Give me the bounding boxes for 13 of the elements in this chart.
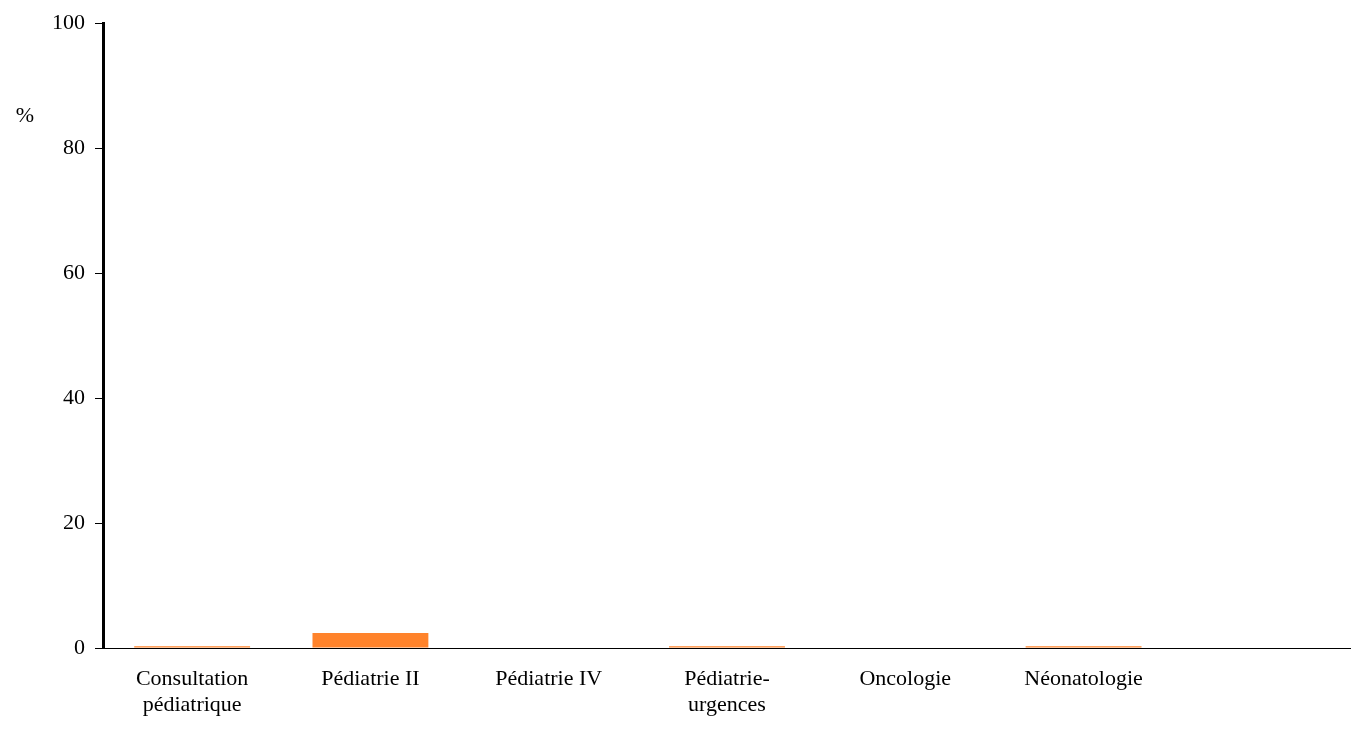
x-tick-label: Néonatologie <box>1024 664 1143 690</box>
y-tick-label: 20 <box>63 508 85 534</box>
x-tick-label: Consultation pédiatrique <box>135 664 249 717</box>
x-tick-label: Pédiatrie- urgences <box>684 664 770 717</box>
y-axis-title: % <box>15 101 35 127</box>
x-tick-label: Pédiatrie II <box>321 664 420 690</box>
x-tick-label: Oncologie <box>859 664 952 690</box>
y-tick-label: 80 <box>63 133 85 159</box>
y-tick-label: 40 <box>63 383 85 409</box>
y-tick-label: 60 <box>63 258 85 284</box>
y-tick-label: 0 <box>74 633 85 659</box>
y-tick-label: 100 <box>52 8 85 34</box>
x-tick-label: Pédiatrie IV <box>495 664 603 690</box>
